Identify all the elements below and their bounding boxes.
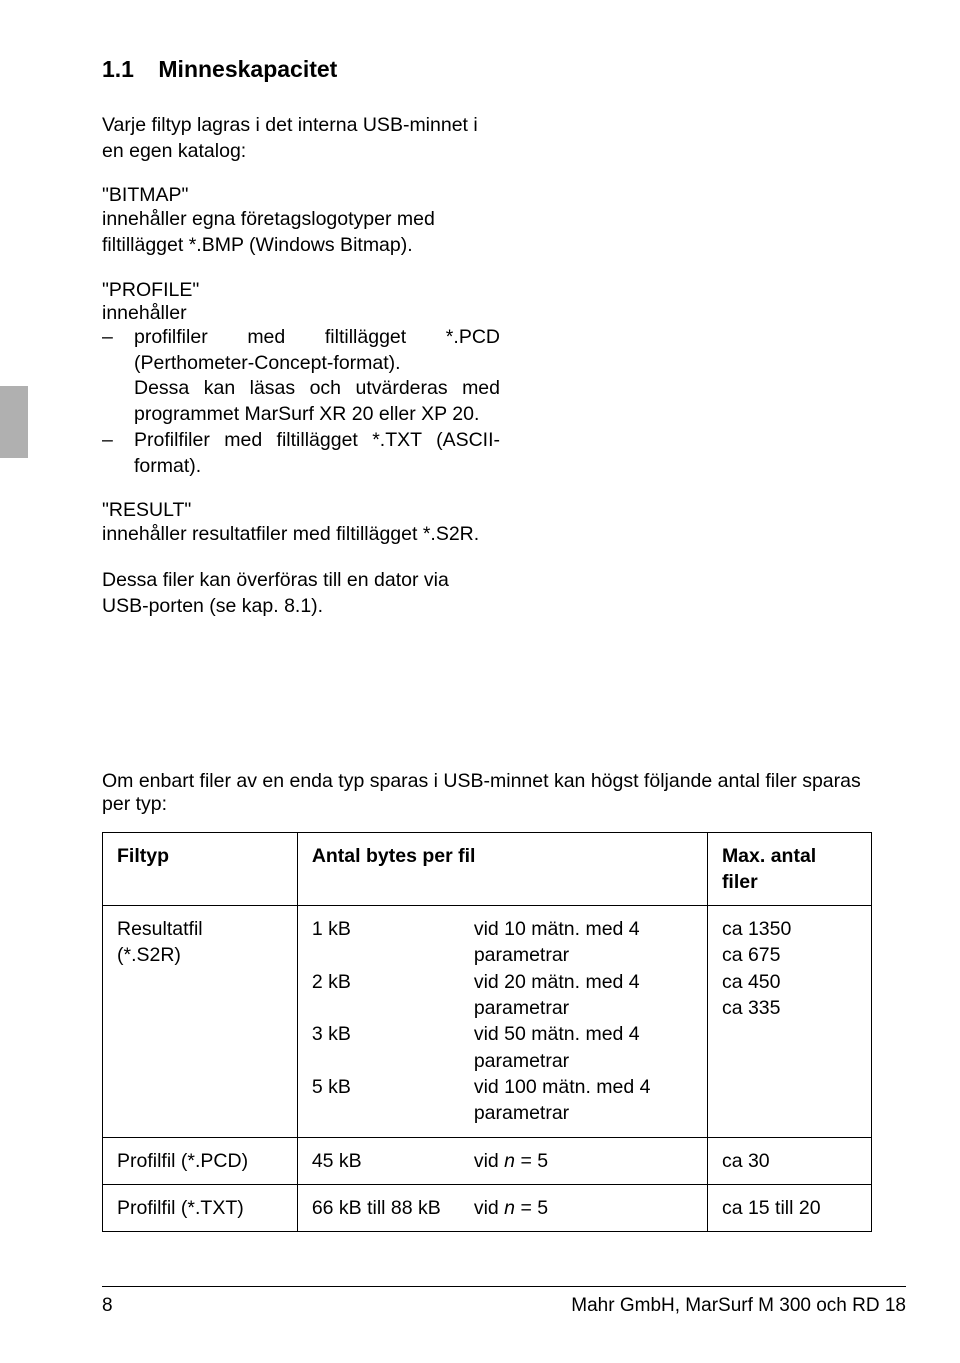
header-filtyp: Filtyp: [103, 832, 298, 906]
cell-filtyp: Resultatfil(*.S2R): [103, 906, 298, 1138]
section-number: 1.1: [102, 56, 152, 83]
cell-filtyp: Profilfil (*.TXT): [103, 1184, 298, 1231]
result-text: innehåller resultatfiler med filtillägge…: [102, 522, 500, 548]
dash-icon: –: [102, 325, 134, 428]
table-body: Resultatfil(*.S2R)1 kBvid 10 mätn. med 4…: [103, 906, 872, 1232]
table-row: Profilfil (*.PCD)45 kBvid n = 5ca 30: [103, 1137, 872, 1184]
bitmap-text: innehåller egna företagslogotyper med fi…: [102, 207, 500, 258]
profile-bullets: – profilfiler med filtillägget *.PCD (Pe…: [102, 325, 500, 479]
transfer-paragraph: Dessa filer kan överföras till en dator …: [102, 568, 500, 619]
page-number: 8: [102, 1295, 113, 1317]
text-column: Varje filtyp lagras i det interna USB-mi…: [102, 113, 500, 620]
bullet-text: Profilfiler med filtillägget *.TXT (ASCI…: [134, 428, 500, 479]
dash-icon: –: [102, 428, 134, 479]
cell-max: ca 1350ca 675ca 450ca 335: [707, 906, 871, 1138]
file-table: Filtyp Antal bytes per fil Max. antal fi…: [102, 832, 872, 1233]
section-heading: 1.1 Minneskapacitet: [102, 56, 872, 83]
cell-filtyp: Profilfil (*.PCD): [103, 1137, 298, 1184]
table-row: Resultatfil(*.S2R)1 kBvid 10 mätn. med 4…: [103, 906, 872, 1138]
table-header-row: Filtyp Antal bytes per fil Max. antal fi…: [103, 832, 872, 906]
intro-paragraph: Varje filtyp lagras i det interna USB-mi…: [102, 113, 500, 164]
cell-bytes: 1 kBvid 10 mätn. med 4 parametrar2 kBvid…: [297, 906, 707, 1138]
cell-max: ca 15 till 20: [707, 1184, 871, 1231]
bitmap-title: "BITMAP": [102, 184, 500, 207]
footer-text: Mahr GmbH, MarSurf M 300 och RD 18: [571, 1295, 906, 1317]
list-item: – profilfiler med filtillägget *.PCD (Pe…: [102, 325, 500, 428]
cell-max: ca 30: [707, 1137, 871, 1184]
table-row: Profilfil (*.TXT)66 kB till 88 kBvid n =…: [103, 1184, 872, 1231]
header-max: Max. antal filer: [707, 832, 871, 906]
page-content: 1.1 Minneskapacitet Varje filtyp lagras …: [0, 0, 960, 1232]
margin-tab: [0, 386, 28, 458]
page-footer: 8 Mahr GmbH, MarSurf M 300 och RD 18: [0, 1286, 960, 1317]
cell-bytes: 45 kBvid n = 5: [297, 1137, 707, 1184]
header-bytes: Antal bytes per fil: [297, 832, 707, 906]
footer-line: 8 Mahr GmbH, MarSurf M 300 och RD 18: [102, 1286, 906, 1317]
table-intro: Om enbart filer av en enda typ sparas i …: [102, 770, 872, 816]
result-title: "RESULT": [102, 499, 500, 522]
section-title: Minneskapacitet: [158, 56, 337, 82]
bullet-text: profilfiler med filtillägget *.PCD (Pert…: [134, 325, 500, 428]
cell-bytes: 66 kB till 88 kBvid n = 5: [297, 1184, 707, 1231]
profile-intro: innehåller: [102, 302, 500, 325]
profile-title: "PROFILE": [102, 279, 500, 302]
list-item: – Profilfiler med filtillägget *.TXT (AS…: [102, 428, 500, 479]
